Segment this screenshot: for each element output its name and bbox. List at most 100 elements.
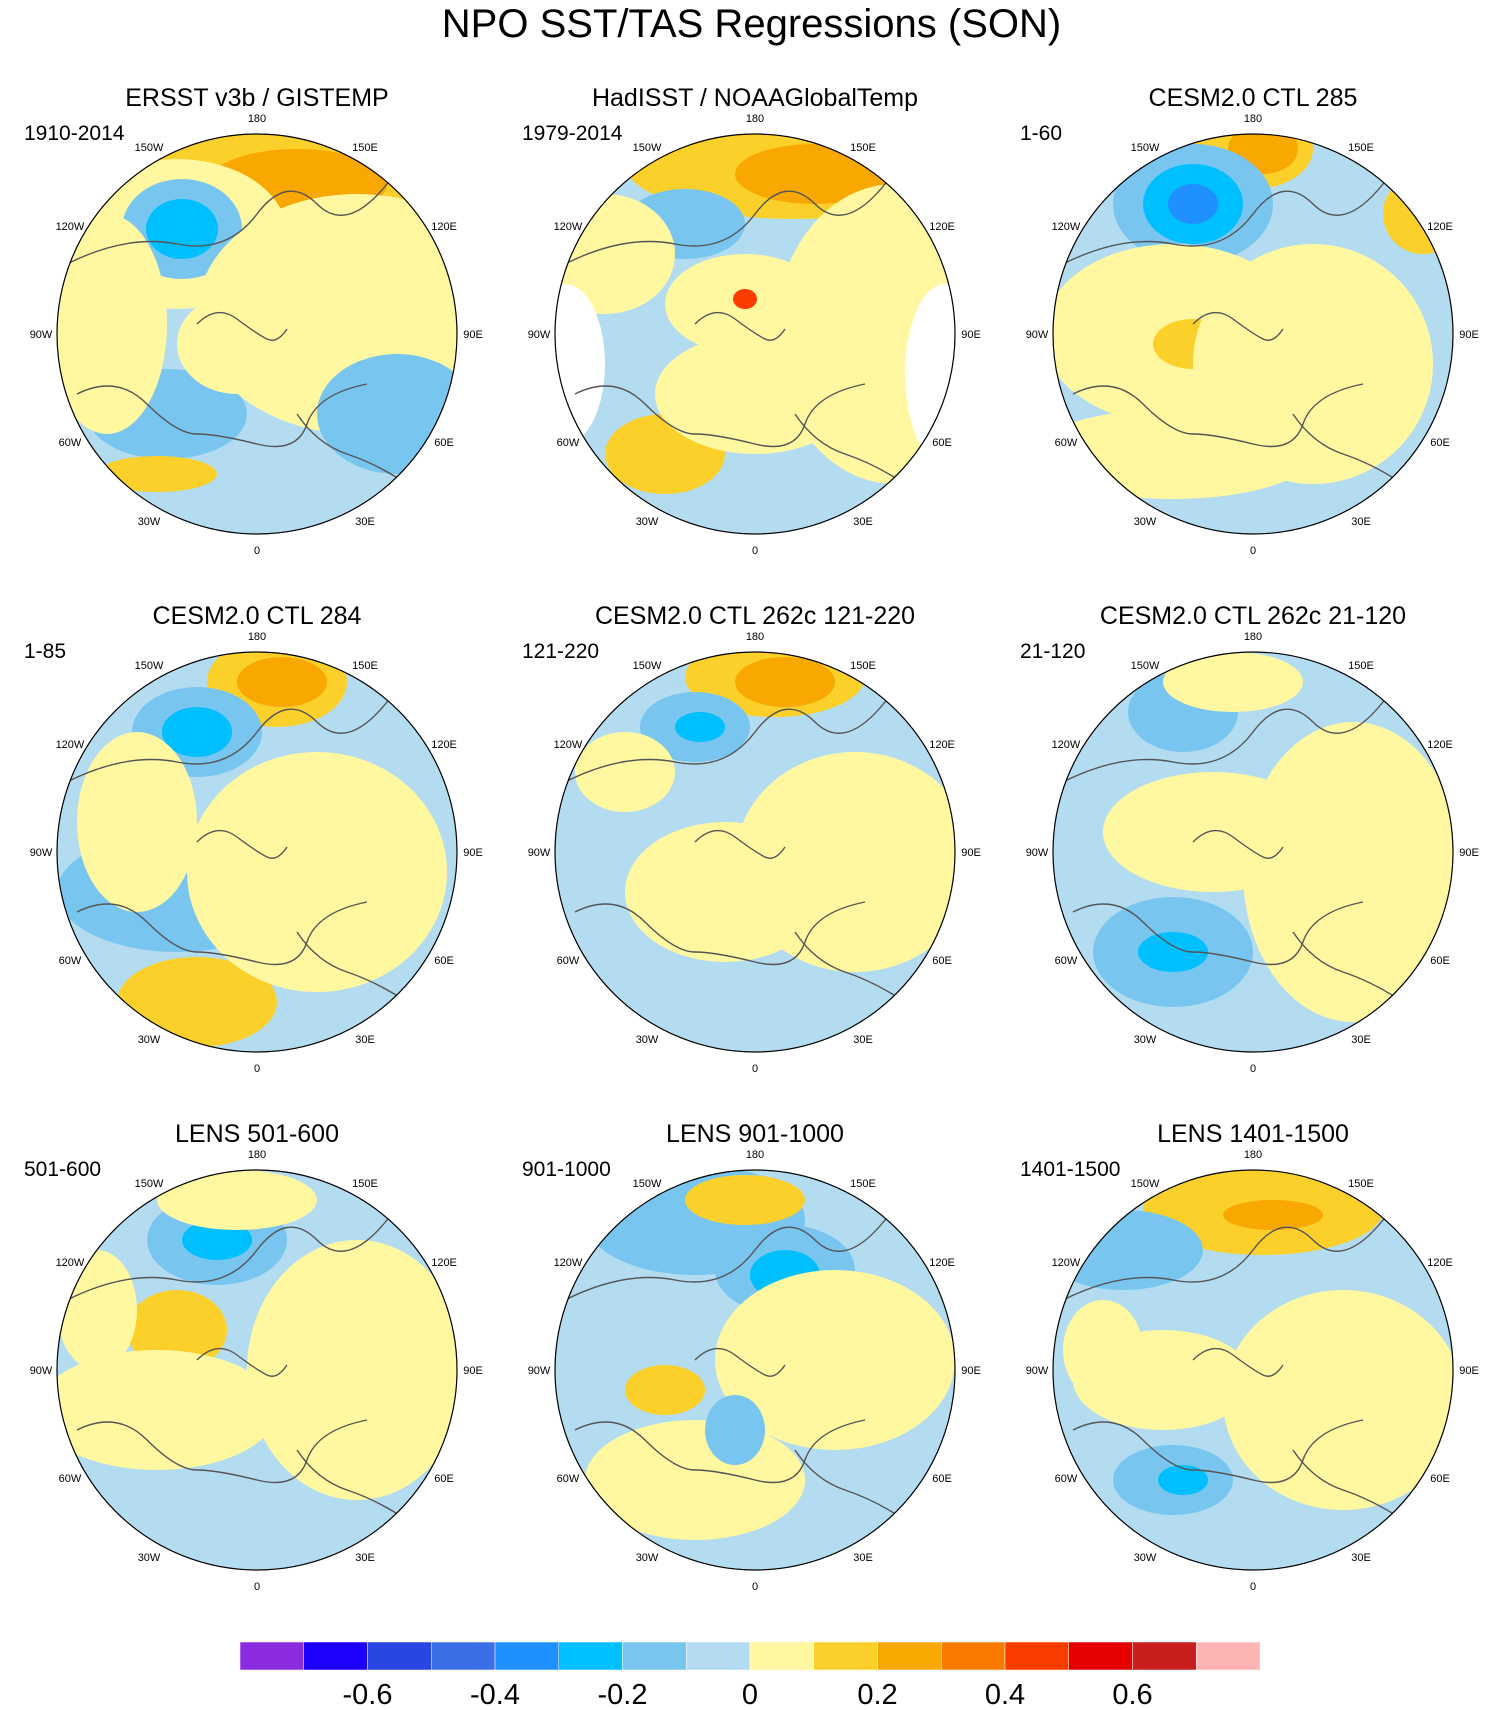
longitude-label: 180 [248,113,266,125]
map-panel: 180 150E 120E 90E 60E 30E 0 30W 60W 90W 120W 150W LE… [22,1120,492,1620]
anomaly-region [1168,184,1218,224]
longitude-label: 30E [853,516,873,528]
longitude-label: 90E [1459,847,1479,859]
longitude-label: 0 [254,545,260,557]
longitude-label: 30W [1134,516,1157,528]
coastline [1072,901,1364,966]
anomaly-region [182,1220,252,1260]
panel-years: 501-600 [24,1158,102,1181]
longitude-label: 150E [1348,660,1374,672]
coastline [694,829,786,859]
longitude-label: 90W [30,847,53,859]
longitude-label: 120W [554,1257,583,1269]
coastline [296,1449,408,1521]
map-boundary [1052,1169,1454,1571]
anomaly-region [117,957,277,1047]
coastline [196,311,288,341]
longitude-label: 120E [431,739,457,751]
coastline [296,413,408,485]
polar-map: 180 150E 120E 90E 60E 30E 0 30W 60W 90W 120W 150W [1026,1149,1479,1593]
longitude-label: 180 [1244,1149,1262,1161]
longitude-label: 150E [352,1178,378,1190]
longitude-label: 90E [463,847,483,859]
longitude-label: 30E [355,516,375,528]
panel-title: CESM2.0 CTL 284 [152,602,362,630]
anomaly-region [57,214,167,434]
coastline [694,311,786,341]
anomaly-region [1138,932,1208,972]
anomaly-region [575,732,675,812]
coastline [1072,383,1364,448]
anomaly-region [1223,1200,1323,1230]
colorbar: -0.6 -0.4 -0.2 0 0.2 0.4 0.6 [240,1642,1261,1710]
longitude-label: 150W [633,660,662,672]
map-boundary [554,1169,956,1571]
longitude-label: 60E [434,1473,454,1485]
map-panel: 180 150E 120E 90E 60E 30E 0 30W 60W 90W 120W 150W CE… [1018,84,1488,584]
map-panel: 180 150E 120E 90E 60E 30E 0 30W 60W 90W 120W 150W Ha… [520,84,990,584]
map-boundary [1052,133,1454,535]
longitude-label: 0 [254,1063,260,1075]
longitude-label: 60E [1430,437,1450,449]
colorbar-box [622,1642,687,1671]
anomaly-region [775,184,955,484]
coastline [296,931,408,1003]
longitude-label: 180 [248,1149,266,1161]
longitude-label: 90W [1026,1365,1049,1377]
longitude-label: 30E [1351,516,1371,528]
colorbar-box [686,1642,751,1671]
longitude-label: 90E [961,847,981,859]
colorbar-box [303,1642,368,1671]
colorbar-box [367,1642,432,1671]
longitude-label: 30W [636,1034,659,1046]
longitude-label: 120W [56,221,85,233]
longitude-label: 120E [929,221,955,233]
anomaly-region [685,1175,805,1225]
longitude-label: 150E [352,660,378,672]
colorbar-label: 0 [742,1679,758,1710]
longitude-label: 150E [850,142,876,154]
longitude-label: 90E [463,329,483,341]
longitude-label: 0 [1250,1063,1256,1075]
longitude-label: 120E [431,221,457,233]
panel-years: 1401-1500 [1020,1158,1121,1181]
map-boundary [554,651,956,1053]
longitude-label: 150E [850,660,876,672]
polar-map: 180 150E 120E 90E 60E 30E 0 30W 60W 90W 120W 150W [1026,113,1479,557]
longitude-label: 120E [1427,1257,1453,1269]
longitude-label: 90W [1026,847,1049,859]
coastline [794,1449,906,1521]
map-panel: 180 150E 120E 90E 60E 30E 0 30W 60W 90W 120W 150W CE… [520,602,990,1102]
anomaly-region [1223,1290,1453,1510]
longitude-label: 60E [1430,955,1450,967]
colorbar-box [749,1642,814,1671]
anomaly-region [57,1350,277,1470]
longitude-label: 60W [1055,955,1078,967]
longitude-label: 60W [557,1473,580,1485]
longitude-label: 90E [1459,329,1479,341]
colorbar-label: -0.6 [343,1679,393,1710]
polar-map: 180 150E 120E 90E 60E 30E 0 30W 60W 90W 120W 150W [528,631,981,1075]
longitude-label: 90E [961,1365,981,1377]
longitude-label: 90W [528,329,551,341]
map-boundary [1052,651,1454,1053]
panel-title: LENS 901-1000 [666,1120,844,1148]
longitude-label: 150E [1348,1178,1374,1190]
longitude-label: 60E [1430,1473,1450,1485]
map-panel: 180 150E 120E 90E 60E 30E 0 30W 60W 90W 120W 150W CE… [1018,602,1488,1102]
anomaly-region [177,294,297,394]
coastline [196,829,288,859]
longitude-label: 150W [1131,142,1160,154]
longitude-label: 30E [853,1034,873,1046]
anomaly-region [735,752,955,972]
anomaly-region [127,1290,227,1370]
longitude-label: 60W [59,955,82,967]
longitude-label: 30W [138,1034,161,1046]
anomaly-region [585,1420,805,1540]
anomaly-region [1103,772,1323,892]
longitude-label: 60E [434,955,454,967]
colorbar-box [431,1642,496,1671]
panel-years: 1-85 [24,640,67,663]
map-boundary [554,133,956,535]
colorbar-box [1132,1642,1197,1671]
